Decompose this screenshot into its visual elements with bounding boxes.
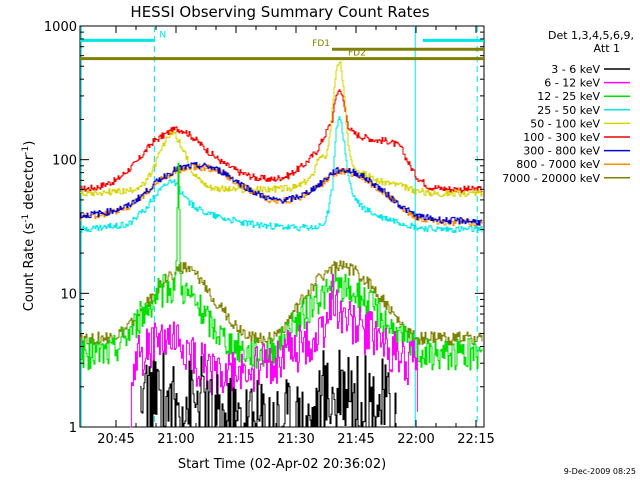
y-label-sup2: -1: [21, 146, 31, 155]
legend-label: 300 - 800 keV: [523, 145, 600, 158]
legend-label: 12 - 25 keV: [537, 90, 600, 103]
x-tick-label: 22:00: [397, 432, 434, 447]
plot-frame: [79, 25, 485, 428]
y-label-mid: detector: [22, 154, 37, 214]
legend-label: 7000 - 20000 keV: [502, 172, 600, 185]
legend-header-1: Det 1,3,4,5,6,9,: [548, 29, 634, 42]
legend-label: 3 - 6 keV: [551, 63, 600, 76]
series-line-50-to-100kev: [80, 61, 483, 198]
x-tick-label: 21:30: [277, 432, 314, 447]
x-tick-label: 21:15: [217, 432, 254, 447]
flag-bars: N FD1 FD2: [80, 30, 484, 61]
x-tick-label: 22:15: [457, 432, 494, 447]
x-tick-label: 21:00: [157, 432, 194, 447]
legend-header-2: Att 1: [594, 42, 620, 55]
y-label-sup1: -1: [21, 214, 31, 223]
axis-ticks: 20:45 21:00 21:15 21:30 21:45 22:00 22:15 1 10 10…: [44, 20, 495, 447]
y-label-main: Count Rate (s: [22, 223, 37, 312]
legend-label: 50 - 100 keV: [530, 117, 600, 130]
x-axis-label: Start Time (02-Apr-02 20:36:02): [178, 457, 386, 472]
y-tick-label: 10: [60, 287, 77, 302]
plot-area: N FD1 FD2 20:45 21:00 21:15 21:30 21:45 22:00 22…: [44, 20, 495, 447]
y-tick-label: 1000: [44, 20, 77, 35]
series-line-6-to-12kev: [130, 273, 418, 428]
flag-label-fd1: FD1: [312, 39, 330, 49]
chart-title: HESSI Observing Summary Count Rates: [130, 3, 429, 21]
legend-label: 25 - 50 keV: [537, 104, 600, 117]
legend-label: 100 - 300 keV: [523, 131, 600, 144]
x-tick-label: 20:45: [97, 432, 134, 447]
legend-label: 800 - 7000 keV: [516, 158, 600, 171]
series-line-300-to-800kev: [80, 162, 483, 226]
y-label-end: ): [22, 141, 37, 146]
x-tick-label: 21:45: [337, 432, 374, 447]
legend-label: 6 - 12 keV: [544, 77, 600, 90]
y-tick-label: 1: [69, 421, 77, 436]
series-line-25-to-50kev: [80, 116, 483, 234]
y-axis-label: Count Rate (s-1 detector-1): [21, 141, 37, 312]
flag-label-fd2: FD2: [348, 49, 366, 59]
footer-timestamp: 9-Dec-2009 08:25: [564, 467, 636, 476]
y-tick-label: 100: [52, 154, 77, 169]
flag-label-n: N: [159, 30, 166, 40]
series-layer: [80, 61, 483, 428]
series-line-100-to-300kev: [80, 89, 483, 194]
